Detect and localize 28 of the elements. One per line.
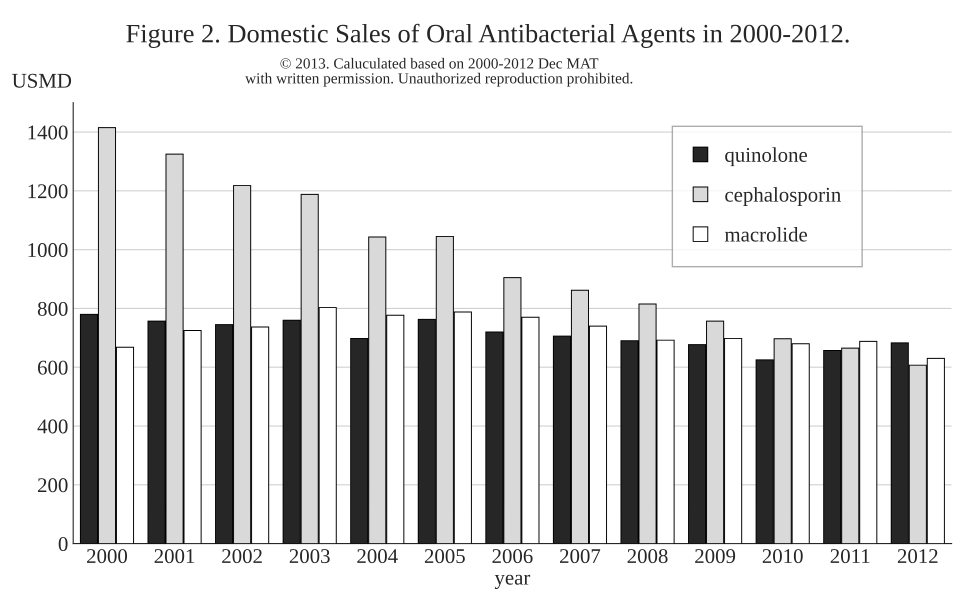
legend-label: macrolide	[724, 226, 807, 242]
y-tick-label: 1200	[28, 184, 68, 198]
chart-title: Figure 2. Domestic Sales of Oral Antibacterial Agents in 2000-2012.	[126, 24, 849, 48]
text: © 2013. Caluculated based on 2000-2012 Dec MAT with written permission. Unauthorized reproduction prohibited.	[245, 58, 632, 87]
x-tick-label: 2012	[898, 549, 938, 564]
x-tick-label: 2010	[762, 549, 803, 564]
y-tick-label: 1400	[28, 125, 68, 140]
x-tick-label: 2000	[87, 549, 128, 564]
x-tick-label: 2007	[560, 549, 600, 564]
y-tick-label: 1000	[28, 243, 68, 258]
x-tick-label: 2004	[357, 549, 398, 564]
y-tick-label: 800	[38, 302, 68, 316]
y-tick-label: 400	[37, 419, 68, 434]
x-tick-label: 2003	[290, 549, 330, 564]
y-axis-title: USMD	[12, 74, 72, 88]
y-tick-label: 0	[58, 536, 68, 552]
legend-label: quinolone	[725, 147, 808, 166]
x-tick-label: 2009	[695, 549, 736, 564]
y-tick-label: 200	[38, 478, 68, 492]
x-tick-label: 2006	[492, 549, 533, 564]
x-tick-label: 2011	[830, 549, 870, 564]
x-tick-label: 2002	[222, 549, 262, 564]
x-axis-title: year	[494, 574, 530, 590]
x-tick-label: 2005	[424, 549, 465, 564]
x-tick-label: 2008	[628, 549, 668, 564]
y-tick-label: 600	[38, 360, 68, 375]
x-tick-label: 2001	[154, 549, 194, 564]
legend-label: cephalosporin	[725, 187, 841, 206]
